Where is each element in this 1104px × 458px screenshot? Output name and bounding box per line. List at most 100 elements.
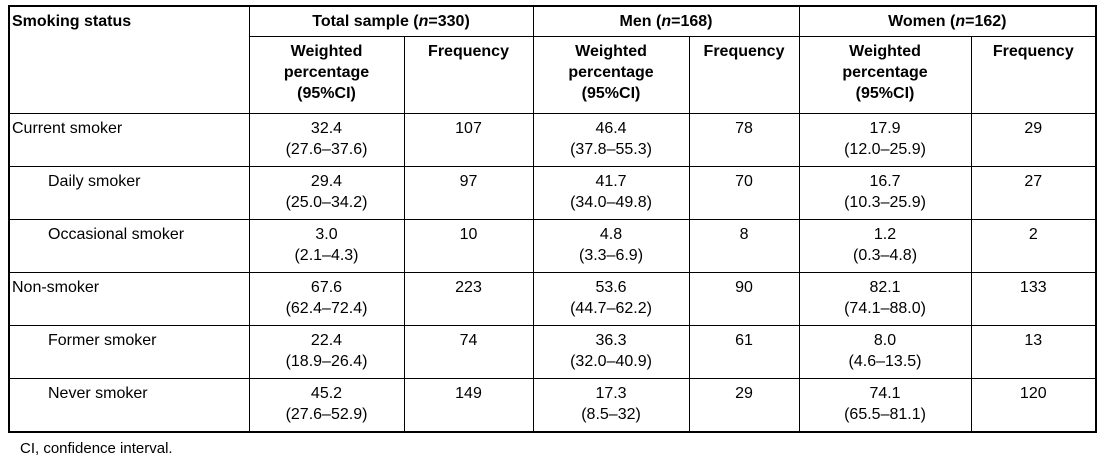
total-weighted-pct-cell: 45.2 (27.6–52.9) (248, 378, 405, 433)
pct-value: 8.0 (873, 332, 897, 350)
ci-value: (10.3–25.9) (844, 194, 926, 212)
header-group-men: Men (n=168) (532, 5, 800, 38)
men-frequency-cell: 29 (688, 378, 800, 433)
ci-value: (25.0–34.2) (285, 194, 368, 212)
header-men-frequency-label: Frequency (703, 43, 785, 61)
men-weighted-pct-cell: 41.7 (34.0–49.8) (532, 166, 690, 221)
row-label: Never smoker (8, 378, 250, 433)
women-frequency-cell: 2 (970, 219, 1097, 274)
total-frequency-cell: 97 (403, 166, 534, 221)
header-total-weighted-pct: Weighted percentage (95%CI) (248, 36, 405, 115)
pct-value: 82.1 (869, 279, 901, 297)
total-weighted-pct-cell: 67.6 (62.4–72.4) (248, 272, 405, 327)
total-weighted-pct-cell: 22.4 (18.9–26.4) (248, 325, 405, 380)
row-label: Former smoker (8, 325, 250, 380)
header-total-frequency: Frequency (403, 36, 534, 115)
header-group-women-n: n (955, 13, 966, 30)
pct-value: 32.4 (310, 120, 343, 138)
smoking-status-table: Smoking status Total sample (n=330) Men … (8, 5, 1098, 433)
row-label: Occasional smoker (8, 219, 250, 274)
ci-value: (44.7–62.2) (570, 300, 652, 318)
total-frequency-cell: 107 (403, 113, 534, 168)
header-row-groups: Smoking status Total sample (n=330) Men … (8, 5, 1097, 115)
total-frequency-cell: 10 (403, 219, 534, 274)
ci-value: (4.6–13.5) (848, 353, 922, 371)
women-weighted-pct-cell: 82.1 (74.1–88.0) (798, 272, 972, 327)
table-row-non-smoker: Non-smoker 67.6 (62.4–72.4) 223 53.6 (44… (8, 272, 1097, 327)
header-women-frequency: Frequency (970, 36, 1097, 115)
ci-value: (34.0–49.8) (570, 194, 652, 212)
men-weighted-pct-cell: 46.4 (37.8–55.3) (532, 113, 690, 168)
ci-value: (12.0–25.9) (844, 141, 926, 159)
ci-value: (0.3–4.8) (852, 247, 918, 265)
ci-value: (37.8–55.3) (570, 141, 652, 159)
ci-value: (32.0–40.9) (570, 353, 652, 371)
row-label: Current smoker (8, 113, 250, 168)
header-group-total: Total sample (n=330) (248, 5, 534, 38)
table-footnote: CI, confidence interval. (20, 439, 173, 457)
table-row-former-smoker: Former smoker 22.4 (18.9–26.4) 74 36.3 (… (8, 325, 1097, 380)
header-women-weighted-pct: Weighted percentage (95%CI) (798, 36, 972, 115)
pct-value: 45.2 (310, 385, 343, 403)
header-group-men-n: n (661, 13, 672, 30)
table-row-never-smoker: Never smoker 45.2 (27.6–52.9) 149 17.3 (… (8, 378, 1097, 433)
header-group-total-n: n (418, 13, 429, 30)
table-row-daily-smoker: Daily smoker 29.4 (25.0–34.2) 97 41.7 (3… (8, 166, 1097, 221)
total-frequency-cell: 149 (403, 378, 534, 433)
women-frequency-cell: 27 (970, 166, 1097, 221)
pct-value: 17.3 (595, 385, 627, 403)
pct-value: 4.8 (599, 226, 623, 244)
pct-value: 17.9 (869, 120, 901, 138)
total-frequency-cell: 74 (403, 325, 534, 380)
pct-value: 46.4 (595, 120, 627, 138)
pct-value: 29.4 (310, 173, 343, 191)
header-women-frequency-label: Frequency (992, 43, 1074, 61)
men-weighted-pct-cell: 36.3 (32.0–40.9) (532, 325, 690, 380)
header-total-frequency-label: Frequency (428, 43, 509, 61)
men-frequency-cell: 70 (688, 166, 800, 221)
ci-value: (27.6–37.6) (285, 141, 368, 159)
header-men-weighted-pct: Weighted percentage (95%CI) (532, 36, 690, 115)
total-weighted-pct-cell: 3.0 (2.1–4.3) (248, 219, 405, 274)
header-group-men-prefix: Men ( (619, 13, 662, 30)
header-group-total-prefix: Total sample ( (312, 13, 419, 30)
women-frequency-cell: 120 (970, 378, 1097, 433)
header-group-women-prefix: Women ( (888, 13, 956, 30)
men-frequency-cell: 90 (688, 272, 800, 327)
pct-value: 53.6 (595, 279, 627, 297)
header-row-subcolumns: Weighted percentage (95%CI) Frequency We… (9, 36, 1097, 115)
ci-value: (62.4–72.4) (285, 300, 368, 318)
pct-value: 67.6 (310, 279, 343, 297)
header-smoking-status-label: Smoking status (12, 13, 132, 30)
table-row-current-smoker: Current smoker 32.4 (27.6–37.6) 107 46.4… (8, 113, 1097, 168)
women-weighted-pct-cell: 8.0 (4.6–13.5) (798, 325, 972, 380)
women-frequency-cell: 133 (970, 272, 1097, 327)
women-frequency-cell: 13 (970, 325, 1097, 380)
ci-value: (65.5–81.1) (844, 406, 926, 424)
men-weighted-pct-cell: 4.8 (3.3–6.9) (532, 219, 690, 274)
pct-value: 22.4 (310, 332, 343, 350)
header-women-weighted-pct-label: Weighted percentage (95%CI) (842, 43, 928, 103)
total-weighted-pct-cell: 32.4 (27.6–37.6) (248, 113, 405, 168)
men-frequency-cell: 61 (688, 325, 800, 380)
table-row-occasional-smoker: Occasional smoker 3.0 (2.1–4.3) 10 4.8 (… (8, 219, 1097, 274)
header-total-weighted-pct-label: Weighted percentage (95%CI) (283, 43, 370, 103)
ci-value: (2.1–4.3) (294, 247, 359, 265)
ci-value: (8.5–32) (581, 406, 641, 424)
pct-value: 41.7 (595, 173, 627, 191)
men-frequency-cell: 8 (688, 219, 800, 274)
pct-value: 3.0 (315, 226, 338, 244)
header-men-frequency: Frequency (688, 36, 800, 115)
pct-value: 1.2 (873, 226, 897, 244)
pct-value: 16.7 (869, 173, 901, 191)
ci-value: (18.9–26.4) (285, 353, 368, 371)
header-smoking-status: Smoking status (8, 5, 250, 115)
ci-value: (74.1–88.0) (844, 300, 926, 318)
ci-value: (27.6–52.9) (285, 406, 368, 424)
header-group-women-rest: =162) (965, 13, 1007, 30)
header-group-men-rest: =168) (671, 13, 713, 30)
pct-value: 36.3 (595, 332, 627, 350)
women-weighted-pct-cell: 16.7 (10.3–25.9) (798, 166, 972, 221)
total-frequency-cell: 223 (403, 272, 534, 327)
row-label: Non-smoker (8, 272, 250, 327)
